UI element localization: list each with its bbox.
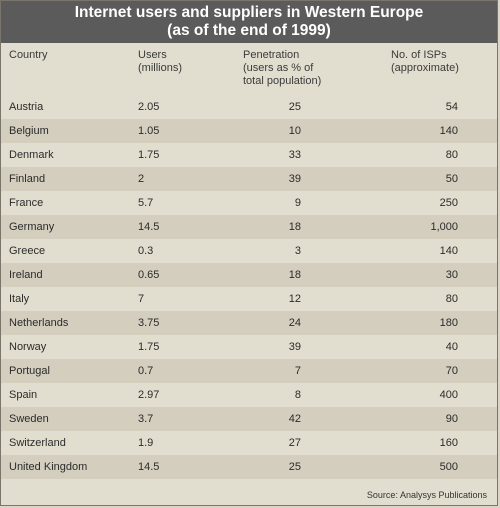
table-row: Belgium 1.05 10 140 (1, 119, 497, 143)
cell-penetration: 42 (288, 413, 301, 425)
table-row: Norway 1.75 39 40 (1, 335, 497, 359)
cell-penetration: 8 (294, 389, 301, 401)
header-users: Users (millions) (138, 49, 182, 75)
cell-isps: 80 (445, 293, 458, 305)
cell-country: Sweden (9, 413, 49, 425)
cell-users: 1.75 (138, 149, 160, 161)
cell-penetration: 9 (294, 197, 301, 209)
cell-users: 1.05 (138, 125, 160, 137)
header-penetration: Penetration (users as % of total populat… (243, 49, 321, 88)
cell-isps: 250 (439, 197, 458, 209)
table-row: Finland 2 39 50 (1, 167, 497, 191)
cell-penetration: 25 (288, 461, 301, 473)
cell-penetration: 39 (288, 173, 301, 185)
table-row: Sweden 3.7 42 90 (1, 407, 497, 431)
cell-country: France (9, 197, 44, 209)
table-row: United Kingdom 14.5 25 500 (1, 455, 497, 479)
table-row: Spain 2.97 8 400 (1, 383, 497, 407)
header-penetration-line: total population) (243, 75, 322, 87)
cell-isps: 90 (445, 413, 458, 425)
header-penetration-line: (users as % of (243, 62, 314, 74)
cell-users: 1.75 (138, 341, 160, 353)
cell-users: 3.75 (138, 317, 160, 329)
cell-country: Austria (9, 101, 44, 113)
cell-penetration: 18 (288, 221, 301, 233)
header-isps-line: (approximate) (391, 62, 459, 74)
cell-isps: 30 (445, 269, 458, 281)
table-row: Ireland 0.65 18 30 (1, 263, 497, 287)
cell-penetration: 3 (294, 245, 301, 257)
cell-users: 0.3 (138, 245, 154, 257)
cell-penetration: 25 (288, 101, 301, 113)
cell-users: 14.5 (138, 461, 160, 473)
table-row: France 5.7 9 250 (1, 191, 497, 215)
cell-country: Italy (9, 293, 30, 305)
cell-isps: 400 (439, 389, 458, 401)
table-row: Germany 14.5 18 1,000 (1, 215, 497, 239)
cell-isps: 160 (439, 437, 458, 449)
cell-isps: 180 (439, 317, 458, 329)
cell-country: United Kingdom (9, 461, 88, 473)
header-users-line: (millions) (138, 62, 182, 74)
cell-country: Ireland (9, 269, 43, 281)
cell-users: 7 (138, 293, 145, 305)
table-body: Austria 2.05 25 54 Belgium 1.05 10 140 Denmark 1.… (1, 95, 497, 479)
table-row: Italy 7 12 80 (1, 287, 497, 311)
header-country-line: Country (9, 49, 48, 61)
source-note: Source: Analysys Publications (366, 490, 487, 500)
cell-isps: 54 (445, 101, 458, 113)
cell-country: Portugal (9, 365, 50, 377)
cell-users: 3.7 (138, 413, 154, 425)
cell-country: Netherlands (9, 317, 69, 329)
cell-users: 14.5 (138, 221, 160, 233)
cell-users: 2 (138, 173, 145, 185)
title-line-1: Internet users and suppliers in Western … (74, 4, 424, 21)
table-row: Portugal 0.7 7 70 (1, 359, 497, 383)
table-header: Country Users (millions) Penetration (us… (1, 43, 497, 95)
cell-isps: 500 (439, 461, 458, 473)
cell-penetration: 10 (288, 125, 301, 137)
cell-country: Switzerland (9, 437, 66, 449)
cell-isps: 80 (445, 149, 458, 161)
cell-isps: 40 (445, 341, 458, 353)
table-title: Internet users and suppliers in Western … (1, 1, 497, 43)
cell-users: 2.97 (138, 389, 160, 401)
cell-users: 5.7 (138, 197, 154, 209)
table-row: Austria 2.05 25 54 (1, 95, 497, 119)
table-row: Denmark 1.75 33 80 (1, 143, 497, 167)
cell-penetration: 12 (288, 293, 301, 305)
table-row: Switzerland 1.9 27 160 (1, 431, 497, 455)
cell-penetration: 18 (288, 269, 301, 281)
header-users-line: Users (138, 49, 167, 61)
cell-country: Norway (9, 341, 47, 353)
cell-users: 1.9 (138, 437, 154, 449)
cell-penetration: 24 (288, 317, 301, 329)
header-isps: No. of ISPs (approximate) (391, 49, 459, 75)
cell-penetration: 7 (294, 365, 301, 377)
header-isps-line: No. of ISPs (391, 49, 447, 61)
table-row: Netherlands 3.75 24 180 (1, 311, 497, 335)
cell-country: Greece (9, 245, 46, 257)
cell-country: Finland (9, 173, 46, 185)
cell-penetration: 39 (288, 341, 301, 353)
cell-country: Germany (9, 221, 55, 233)
cell-users: 2.05 (138, 101, 160, 113)
header-country: Country (9, 49, 48, 62)
cell-isps: 140 (439, 125, 458, 137)
header-penetration-line: Penetration (243, 49, 300, 61)
cell-country: Spain (9, 389, 38, 401)
cell-users: 0.7 (138, 365, 154, 377)
cell-penetration: 27 (288, 437, 301, 449)
cell-users: 0.65 (138, 269, 160, 281)
cell-country: Denmark (9, 149, 54, 161)
cell-penetration: 33 (288, 149, 301, 161)
cell-isps: 50 (445, 173, 458, 185)
cell-isps: 1,000 (430, 221, 458, 233)
table-row: Greece 0.3 3 140 (1, 239, 497, 263)
title-line-2: (as of the end of 1999) (167, 22, 331, 39)
cell-isps: 70 (445, 365, 458, 377)
cell-country: Belgium (9, 125, 49, 137)
cell-isps: 140 (439, 245, 458, 257)
